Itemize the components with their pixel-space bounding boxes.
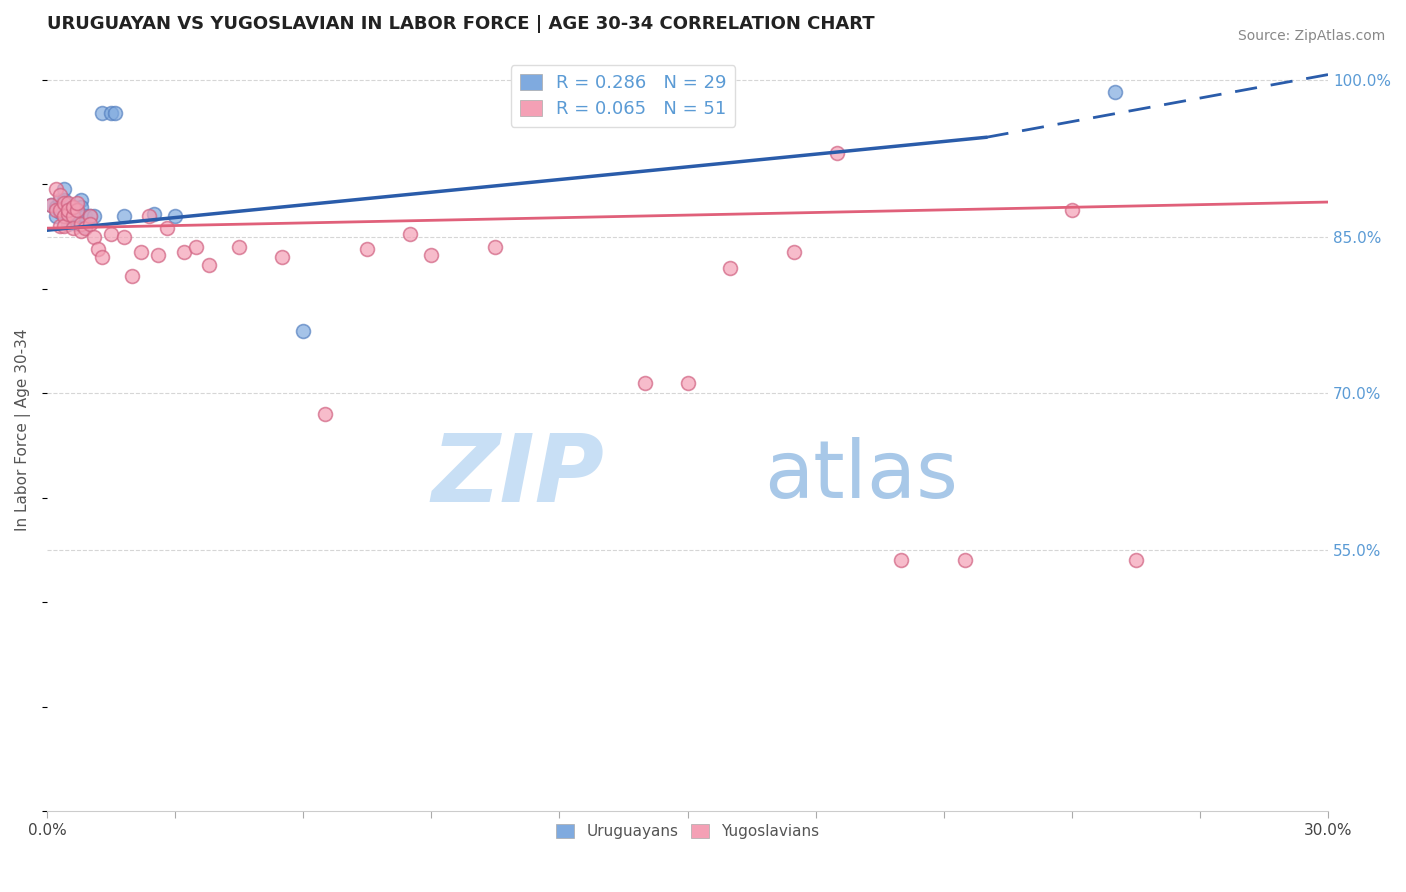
Point [66, 196, 89, 211]
Point [270, 251, 292, 265]
Point [58, 203, 80, 218]
Point [146, 248, 169, 262]
Legend: Uruguayans, Yugoslavians: Uruguayans, Yugoslavians [550, 818, 825, 846]
Point [66, 203, 89, 218]
Point [58, 196, 80, 211]
Point [112, 229, 135, 244]
Point [1125, 553, 1147, 567]
Point [70, 193, 93, 207]
Point [49, 219, 72, 233]
Point [49, 203, 72, 218]
Point [783, 245, 806, 260]
Point [825, 145, 848, 160]
Point [100, 227, 122, 242]
Point [79, 209, 101, 223]
Point [66, 206, 89, 220]
Point [100, 106, 122, 120]
Point [292, 324, 315, 338]
Point [44, 203, 66, 218]
Point [129, 245, 152, 260]
Point [91, 251, 114, 265]
Point [58, 206, 80, 220]
Point [53, 182, 76, 196]
Point [44, 209, 66, 223]
Point [53, 219, 76, 233]
Point [58, 203, 80, 218]
Point [718, 260, 741, 275]
Point [66, 203, 89, 218]
Point [112, 209, 135, 223]
Point [356, 242, 378, 256]
Point [399, 227, 422, 242]
Point [173, 245, 195, 260]
Point [634, 376, 657, 390]
Point [314, 407, 336, 421]
Point [62, 200, 84, 214]
Point [155, 221, 177, 235]
Point [53, 196, 76, 211]
Point [228, 240, 250, 254]
Point [75, 219, 97, 233]
Point [75, 209, 97, 223]
Point [676, 376, 699, 390]
Point [420, 248, 443, 262]
Point [75, 221, 97, 235]
Text: atlas: atlas [765, 436, 959, 515]
Point [49, 205, 72, 219]
Point [198, 258, 221, 272]
Point [121, 269, 143, 284]
Point [44, 182, 66, 196]
Y-axis label: In Labor Force | Age 30-34: In Labor Force | Age 30-34 [15, 328, 31, 531]
Point [53, 193, 76, 207]
Point [87, 242, 110, 256]
Point [66, 217, 89, 231]
Point [484, 240, 506, 254]
Point [186, 240, 208, 254]
Point [1060, 203, 1083, 218]
Point [70, 217, 93, 231]
Text: ZIP: ZIP [432, 430, 605, 522]
Point [91, 106, 114, 120]
Point [70, 200, 93, 214]
Point [49, 187, 72, 202]
Point [62, 221, 84, 235]
Point [39, 198, 62, 212]
Point [83, 209, 105, 223]
Point [70, 224, 93, 238]
Point [83, 229, 105, 244]
Point [39, 198, 62, 212]
Point [53, 209, 76, 223]
Point [62, 211, 84, 225]
Point [49, 200, 72, 214]
Point [142, 206, 165, 220]
Text: Source: ZipAtlas.com: Source: ZipAtlas.com [1237, 29, 1385, 43]
Point [890, 553, 912, 567]
Point [58, 217, 80, 231]
Point [953, 553, 976, 567]
Point [79, 217, 101, 231]
Text: URUGUAYAN VS YUGOSLAVIAN IN LABOR FORCE | AGE 30-34 CORRELATION CHART: URUGUAYAN VS YUGOSLAVIAN IN LABOR FORCE … [46, 15, 875, 33]
Point [49, 193, 72, 207]
Point [104, 106, 127, 120]
Point [165, 209, 187, 223]
Point [62, 209, 84, 223]
Point [44, 200, 66, 214]
Point [79, 209, 101, 223]
Point [1104, 86, 1126, 100]
Point [62, 200, 84, 214]
Point [138, 209, 160, 223]
